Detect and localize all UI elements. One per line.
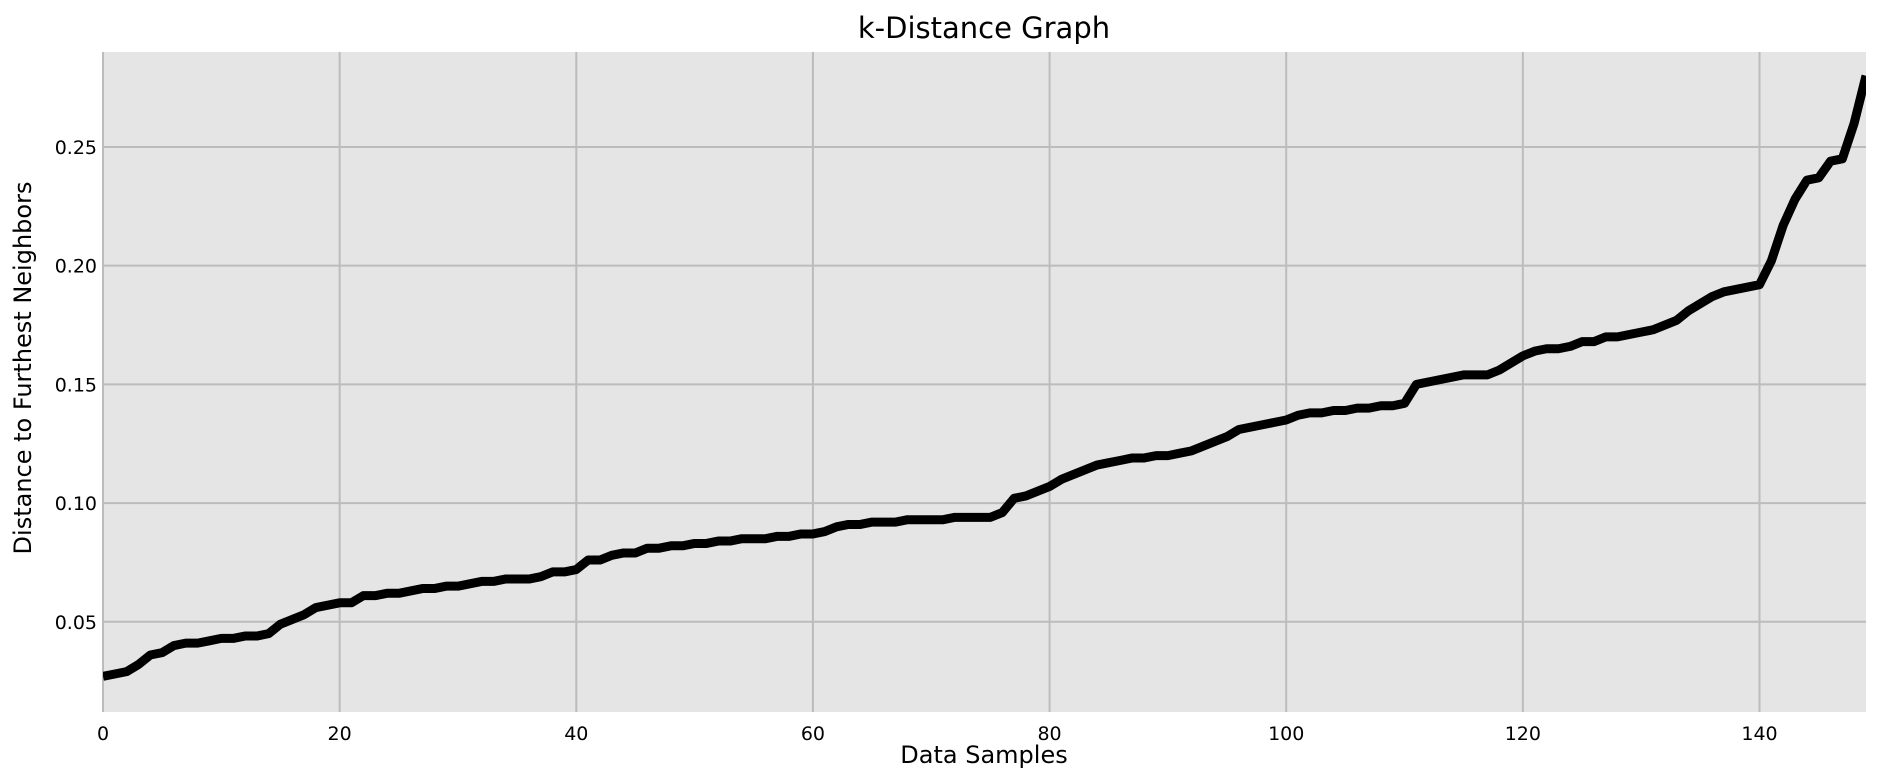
x-tick-label: 20: [328, 723, 352, 745]
y-tick-label: 0.25: [55, 137, 97, 159]
y-tick-label: 0.10: [55, 493, 97, 515]
grid-lines: [102, 52, 1866, 712]
x-tick-label: 0: [97, 723, 109, 745]
x-tick-label: 60: [801, 723, 825, 745]
x-tick-label: 120: [1505, 723, 1541, 745]
y-tick-label: 0.20: [55, 256, 97, 278]
series-layer: [103, 74, 1866, 681]
x-tick-label: 40: [564, 723, 588, 745]
x-tick-label: 140: [1741, 723, 1777, 745]
x-axis-label: Data Samples: [900, 741, 1067, 769]
y-tick-label: 0.15: [55, 374, 97, 396]
x-tick-label: 100: [1268, 723, 1304, 745]
x-tick-label: 80: [1037, 723, 1061, 745]
chart-title: k-Distance Graph: [858, 11, 1110, 45]
y-tick-label: 0.05: [55, 612, 97, 634]
series-line: [103, 74, 1866, 681]
tick-labels: 0 20 40 60 80 100 120 140 0.05 0.10 0.15 0.20 0.25: [55, 137, 1778, 745]
y-axis-label: Distance to Furthest Neighbors: [9, 182, 37, 555]
plot-area: [103, 52, 1866, 712]
